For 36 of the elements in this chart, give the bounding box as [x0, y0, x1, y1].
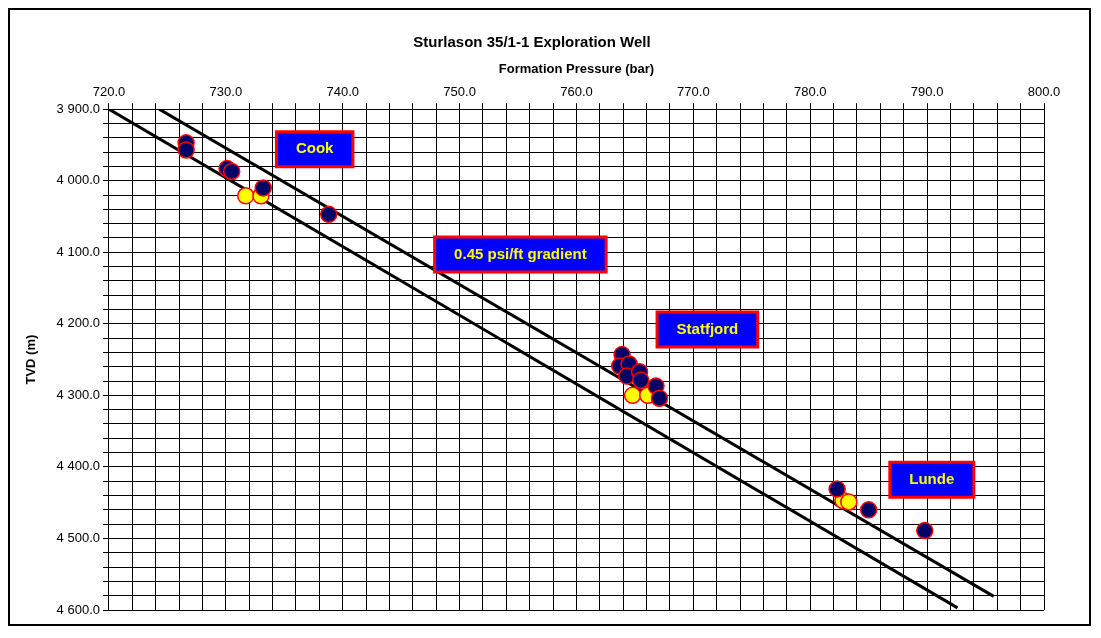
annotation: Lunde — [909, 469, 955, 487]
y-tick-label: 4 500.0 — [56, 530, 100, 546]
x-tick-label: 750.0 — [443, 83, 476, 99]
point — [859, 501, 878, 519]
annotation: Statfjord — [676, 319, 739, 337]
x-tick-label: 770.0 — [677, 83, 710, 99]
point — [236, 187, 255, 205]
y-tick-label: 3 900.0 — [56, 100, 100, 116]
point — [319, 205, 338, 224]
point — [828, 480, 846, 498]
annotation: 0.45 psi/ft gradient — [454, 244, 587, 262]
point — [222, 162, 241, 181]
chart-title: Sturlason 35/1-1 Exploration Well — [413, 33, 651, 51]
x-tick-label: 760.0 — [560, 83, 593, 99]
y-tick-label: 4 300.0 — [56, 386, 100, 402]
x-tick-label: 780.0 — [793, 83, 827, 99]
point — [254, 179, 272, 197]
point — [916, 521, 934, 540]
point — [840, 493, 858, 511]
point — [623, 386, 642, 405]
point — [650, 389, 669, 407]
y-tick-label: 4 200.0 — [56, 315, 100, 331]
y-tick-label: 4 400.0 — [56, 458, 100, 474]
x-tick-label: 800.0 — [1027, 83, 1061, 99]
y-tick-label: 4 600.0 — [56, 601, 100, 617]
annotation: Cook — [295, 139, 335, 157]
x-tick-label: 730.0 — [209, 83, 243, 99]
y-tick-label: 4 000.0 — [56, 172, 100, 188]
point — [177, 141, 195, 159]
x-tick-label: 790.0 — [910, 83, 944, 99]
x-tick-label: 740.0 — [326, 83, 359, 99]
y-axis-title: TVD (m) — [23, 334, 39, 385]
y-tick-label: 4 100.0 — [56, 243, 100, 259]
point — [632, 371, 650, 390]
x-axis-title: Formation Pressure (bar) — [498, 61, 655, 77]
x-tick-label: 720.0 — [92, 83, 126, 99]
